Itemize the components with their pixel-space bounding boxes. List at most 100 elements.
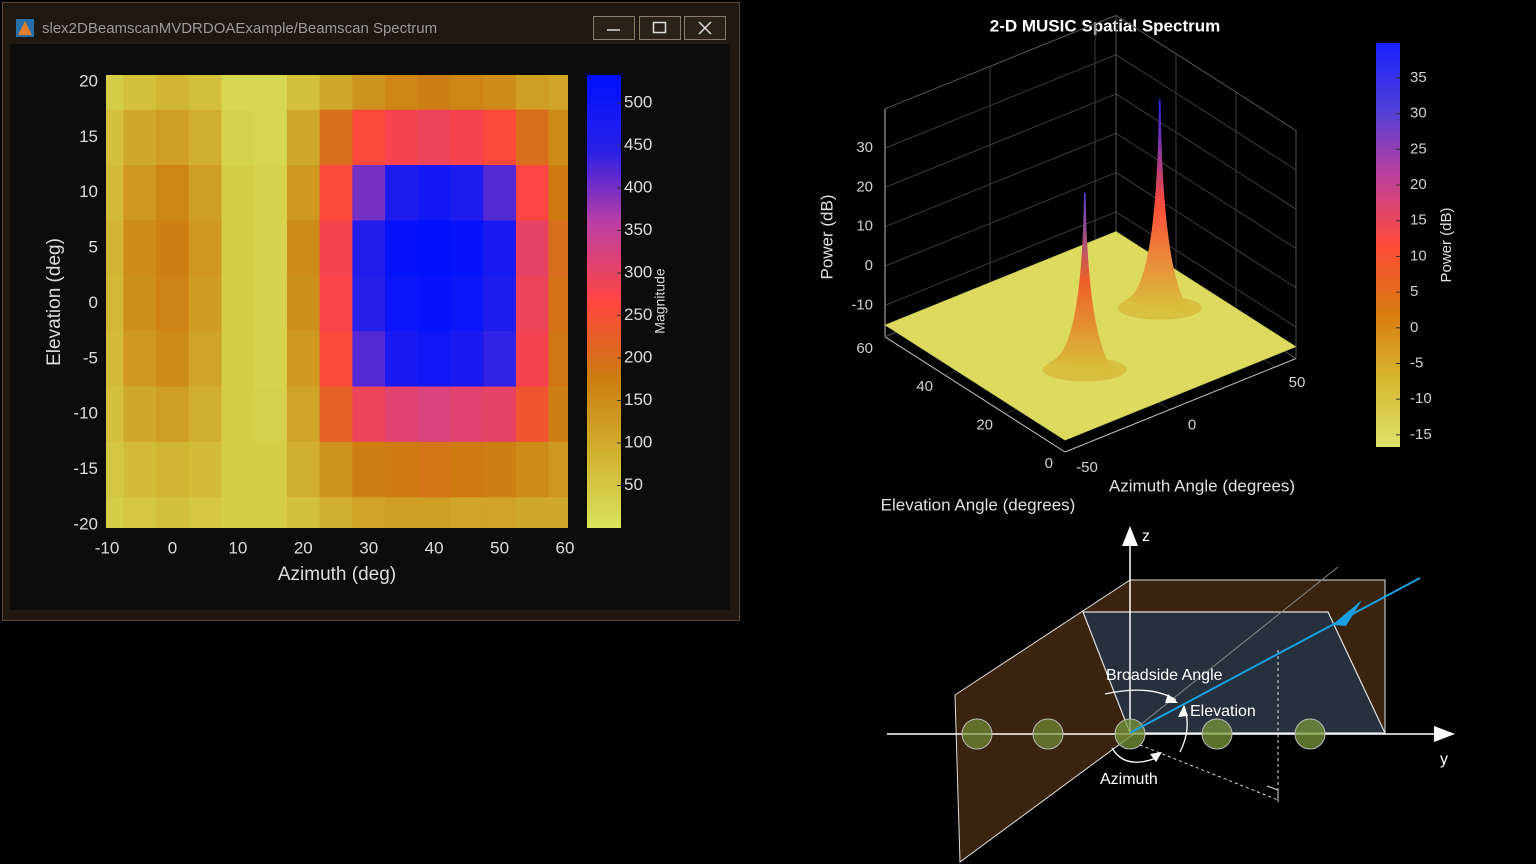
heatmap-cell <box>156 331 190 388</box>
heatmap-cell <box>483 75 517 111</box>
heatmap-cell <box>221 75 255 111</box>
heatmap-cell <box>319 497 353 528</box>
heatmap-cell <box>123 165 157 221</box>
heatmap-cell <box>106 109 124 166</box>
heatmap-cell <box>385 497 419 528</box>
heatmap-cell <box>254 386 288 443</box>
colorbar-tick-label: 5 <box>1410 283 1418 300</box>
heatmap-cell <box>483 386 517 443</box>
colorbar-tick-label: 350 <box>624 220 652 239</box>
azimuth-label: Azimuth <box>1100 771 1158 788</box>
heatmap-cell <box>156 109 190 166</box>
peak <box>1124 99 1196 316</box>
back-edge <box>1115 14 1297 131</box>
heatmap-cell <box>106 497 124 528</box>
heatmap-cell <box>106 441 124 498</box>
heatmap-cell <box>450 497 484 528</box>
heatmap-cell <box>417 75 451 111</box>
maximize-button[interactable] <box>639 16 681 40</box>
heatmap-cell <box>123 220 157 277</box>
heatmap-cell <box>450 441 484 498</box>
heatmap-cell <box>221 331 255 388</box>
x-tick-label: 60 <box>556 538 575 557</box>
heatmap-cell <box>483 331 517 388</box>
heatmap-cell <box>385 275 419 332</box>
heatmap-cell <box>548 275 568 332</box>
x-tick-label: 40 <box>425 538 444 557</box>
heatmap-cell <box>156 497 190 528</box>
heatmap-cell <box>417 109 451 166</box>
heatmap-cell <box>352 220 386 277</box>
x-axis <box>1064 358 1297 453</box>
heatmap-cell <box>319 165 353 221</box>
z-arrowhead <box>1122 526 1138 546</box>
heatmap-cell <box>319 220 353 277</box>
surface-chart: 2-D MUSIC Spatial Spectrum Power (dB) El… <box>817 14 1455 514</box>
heatmap-cell <box>450 109 484 166</box>
heatmap-cell <box>156 441 190 498</box>
heatmap-cell <box>188 386 222 443</box>
y-tick-label: 20 <box>976 417 993 434</box>
colorbar-label: Magnitude <box>652 268 668 334</box>
heatmap-cell <box>286 331 321 388</box>
heatmap-cell <box>156 220 190 277</box>
y-axis <box>884 336 1066 453</box>
x-axis-label: Azimuth (deg) <box>278 564 396 585</box>
heatmap-cell <box>417 275 451 332</box>
z-tick-label: 10 <box>856 218 873 235</box>
heatmap-cell <box>352 497 386 528</box>
close-icon <box>698 21 712 35</box>
heatmap-cell <box>106 386 124 443</box>
heatmap-cell <box>450 331 484 388</box>
y-tick-label: 5 <box>89 238 98 257</box>
z-tick-label: 20 <box>856 178 873 195</box>
colorbar-tick-label: 300 <box>624 263 652 282</box>
arc-arrow <box>1178 705 1188 717</box>
heatmap-cell <box>352 275 386 332</box>
colorbar-tick-label: 35 <box>1410 69 1427 86</box>
colorbar-tick-label: 20 <box>1410 176 1427 193</box>
heatmap-cell <box>548 75 568 111</box>
grid-line <box>1115 93 1297 210</box>
heatmap-cell <box>483 220 517 277</box>
heatmap-cell <box>123 109 157 166</box>
heatmap-cell <box>385 441 419 498</box>
grid-line <box>1115 211 1297 328</box>
grid-line <box>1115 54 1297 171</box>
heatmap-cell <box>254 75 288 111</box>
minimize-button[interactable] <box>593 16 635 40</box>
heatmap-cell <box>286 75 321 111</box>
heatmap-cell <box>106 75 124 111</box>
heatmap-cell <box>352 109 386 166</box>
x-tick-label: 50 <box>490 538 509 557</box>
heatmap-cell <box>123 497 157 528</box>
heatmap-cell <box>254 441 288 498</box>
x-tick-label: 10 <box>228 538 247 557</box>
z-tick-label: 30 <box>856 139 873 156</box>
colorbar-tick-label: 500 <box>624 93 652 112</box>
y-axis-label: Elevation (deg) <box>44 238 65 366</box>
heatmap-cell <box>548 331 568 388</box>
heatmap-cell <box>156 275 190 332</box>
heatmap-cell <box>385 109 419 166</box>
x-axis-label: Azimuth Angle (degrees) <box>1109 476 1295 495</box>
z-label: z <box>1142 528 1150 545</box>
broadside-label: Broadside Angle <box>1106 667 1223 684</box>
heatmap-cell <box>221 220 255 277</box>
heatmap-cell <box>417 220 451 277</box>
heatmap-cell <box>286 165 321 221</box>
heatmap-cell <box>221 386 255 443</box>
heatmap-cell <box>483 165 517 221</box>
y-label: y <box>1440 751 1448 768</box>
y-tick-label: -5 <box>83 348 98 367</box>
heatmap-cell <box>221 165 255 221</box>
heatmap-cell <box>483 441 517 498</box>
heatmap-cell <box>515 331 550 388</box>
y-tick-label: 40 <box>916 378 933 395</box>
heatmap-cell <box>385 331 419 388</box>
heatmap-cell <box>450 165 484 221</box>
grid-line <box>884 132 1117 228</box>
heatmap-cell <box>548 220 568 277</box>
heatmap-cell <box>188 441 222 498</box>
